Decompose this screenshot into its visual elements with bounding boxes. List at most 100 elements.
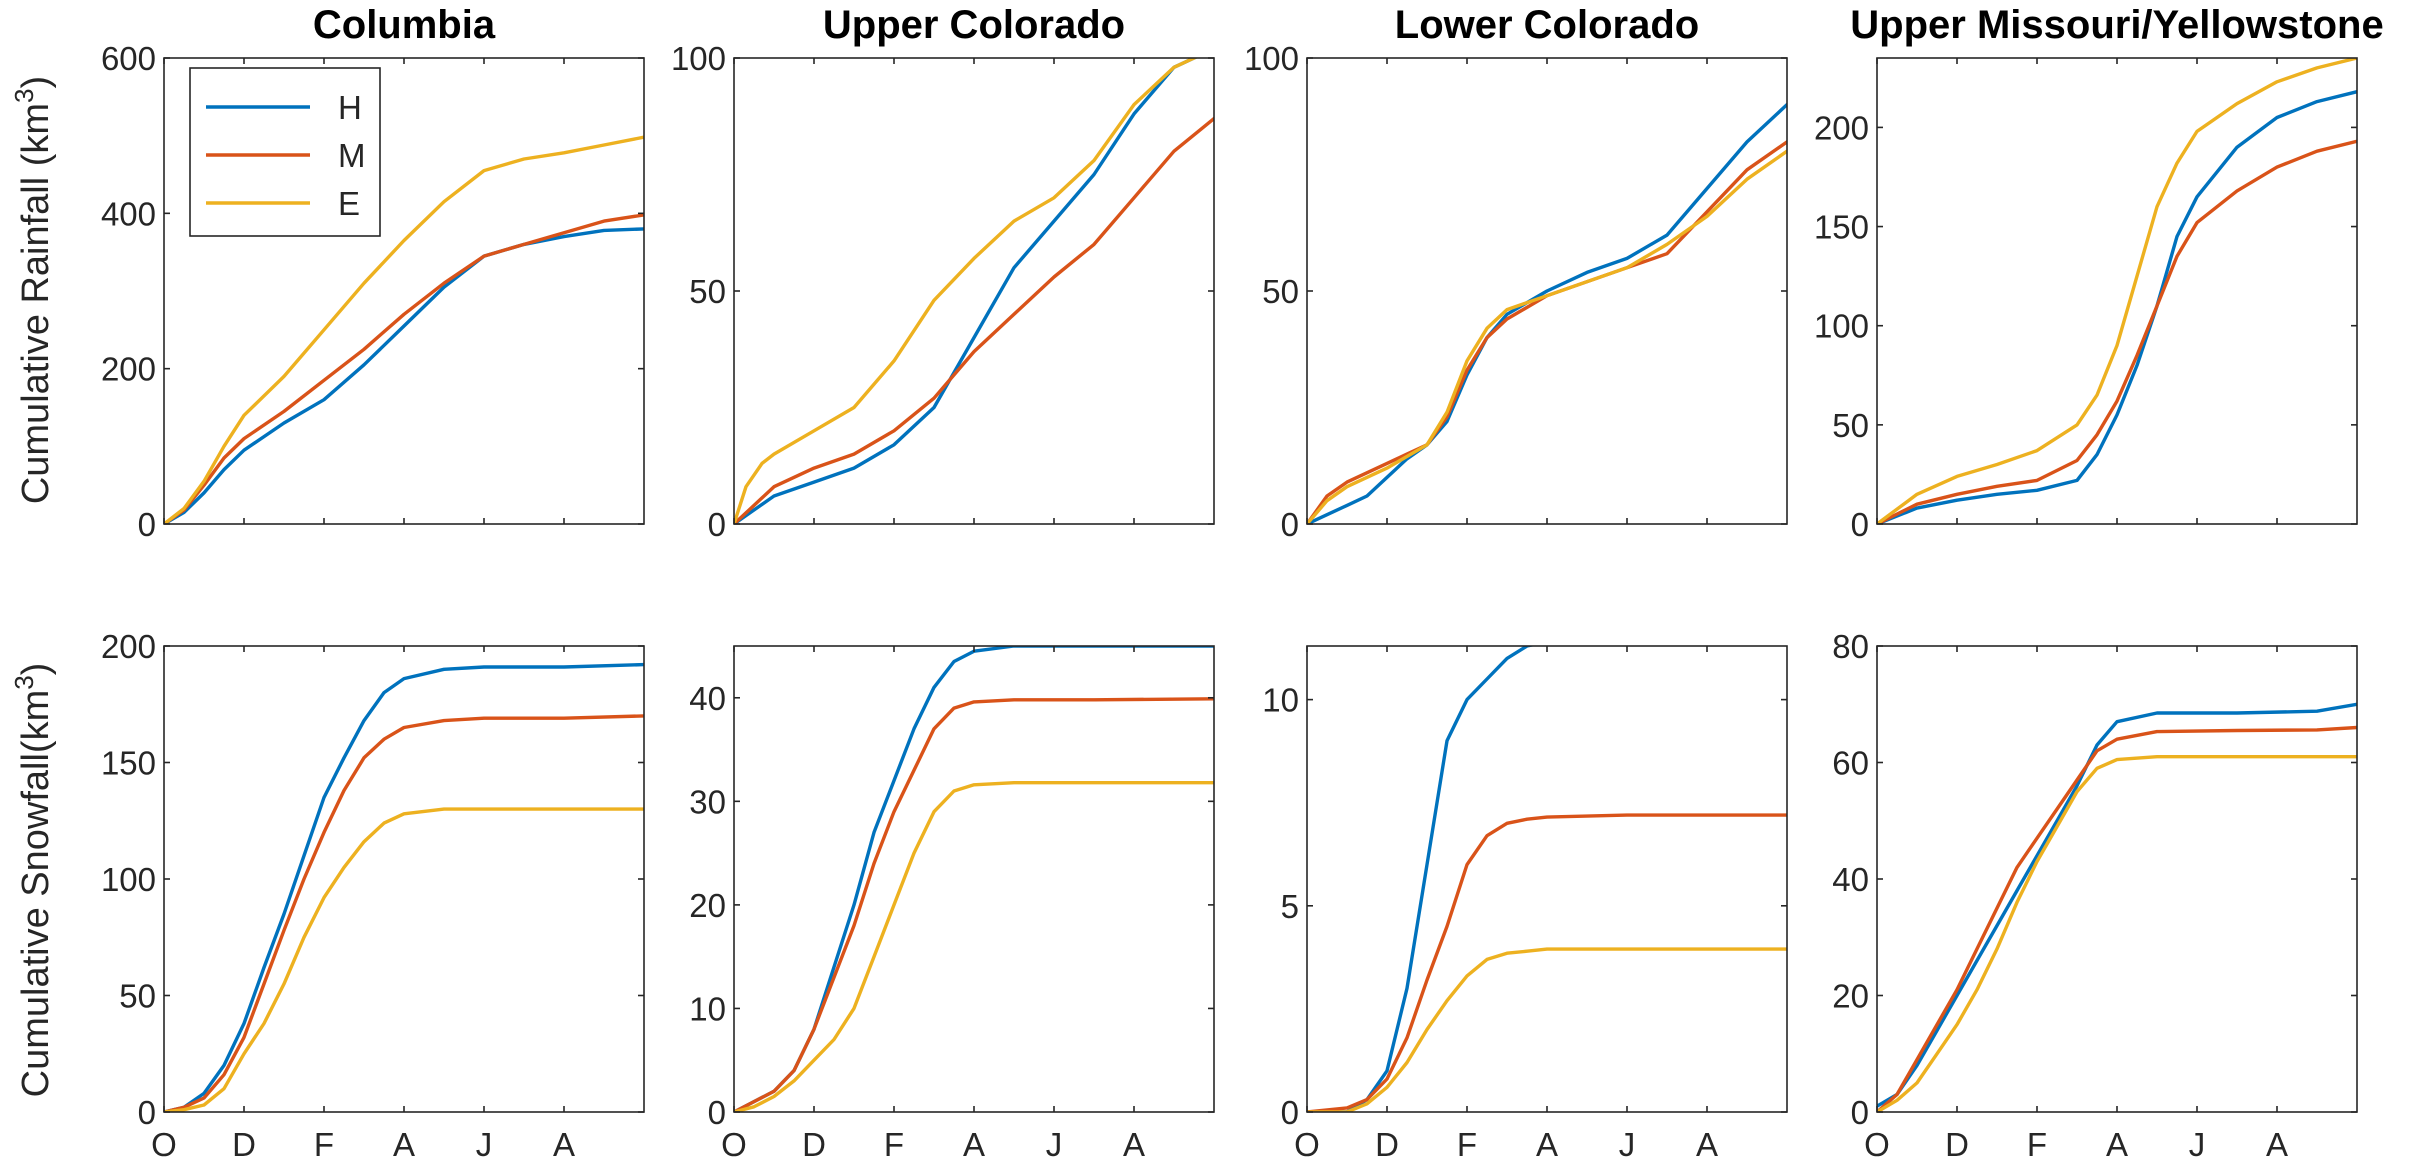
series-line-m: [1307, 813, 1787, 1112]
row-label-rainfall-close: ): [15, 76, 57, 89]
series-line-e: [734, 58, 1199, 524]
x-tick-label: A: [1123, 1126, 1145, 1163]
axes-box: [1876, 645, 2358, 1113]
row-label-snowfall-text: Cumulative Snowfall(km: [15, 690, 57, 1098]
x-tick-label: J: [1619, 1126, 1636, 1163]
y-tick-label: 200: [101, 351, 156, 388]
y-tick-label: 100: [1814, 308, 1869, 345]
x-tick-label: A: [2106, 1126, 2128, 1163]
x-tick-label: A: [1696, 1126, 1718, 1163]
panel-7: 0 20 40 60 80 O D F A J A: [1832, 628, 2358, 1163]
row-label-snowfall-sup: 3: [9, 675, 39, 689]
y-tick-label: 50: [1832, 407, 1869, 444]
row-label-rainfall: Cumulative Rainfall (km3): [9, 76, 57, 504]
x-tick-label: D: [802, 1126, 826, 1163]
y-tick-label: 20: [689, 887, 726, 924]
axes-box: [733, 57, 1215, 525]
y-tick-label: 0: [708, 506, 726, 543]
series-line-e: [1307, 947, 1787, 1112]
y-tick-label: 0: [1851, 506, 1869, 543]
y-tick-label: 150: [101, 745, 156, 782]
series-line-e: [164, 807, 644, 1112]
x-tick-label: A: [393, 1126, 415, 1163]
panel-title-upper-missouri-yellowstone: Upper Missouri/Yellowstone: [1850, 3, 2383, 47]
series-line-m: [1877, 725, 2357, 1112]
series-line-e: [1877, 58, 2357, 524]
panel-1: 0 50 100 Upper Colorado: [671, 3, 1215, 543]
y-tick-label: 200: [101, 628, 156, 665]
x-tick-label: D: [232, 1126, 256, 1163]
y-tick-label: 50: [1262, 273, 1299, 310]
x-tick-label: O: [1864, 1126, 1890, 1163]
series-line-h: [164, 227, 644, 524]
y-tick-label: 100: [1244, 40, 1299, 77]
series-line-m: [734, 116, 1214, 524]
series-line-m: [734, 697, 1214, 1112]
x-tick-label: F: [2027, 1126, 2047, 1163]
labels-layer: Cumulative Rainfall (km3) Cumulative Sno…: [9, 76, 57, 1098]
x-tick-label: F: [314, 1126, 334, 1163]
y-tick-label: 0: [708, 1094, 726, 1131]
panel-title-lower-colorado: Lower Colorado: [1395, 3, 1699, 47]
series-line-m: [1307, 140, 1787, 524]
series-line-h: [1877, 90, 2357, 524]
series-line-h: [734, 58, 1199, 524]
series-line-m: [164, 213, 644, 524]
series-line-e: [164, 135, 644, 524]
y-tick-label: 40: [1832, 861, 1869, 898]
axes-box: [1306, 645, 1788, 1113]
legend-box: [189, 67, 381, 237]
row-label-snowfall-close: ): [15, 663, 57, 676]
panel-title-columbia: Columbia: [313, 3, 496, 47]
series-line-h: [1307, 646, 1536, 1112]
y-tick-label: 100: [671, 40, 726, 77]
x-tick-label: D: [1375, 1126, 1399, 1163]
panel-title-upper-colorado: Upper Colorado: [823, 3, 1125, 47]
panel-4: 0 50 100 150 200 O D F A J A: [101, 628, 645, 1163]
y-tick-label: 0: [1281, 1094, 1299, 1131]
y-tick-label: 30: [689, 783, 726, 820]
x-tick-label: F: [1457, 1126, 1477, 1163]
row-label-rainfall-sup: 3: [9, 88, 39, 102]
y-tick-label: 0: [138, 1094, 156, 1131]
y-tick-label: 400: [101, 195, 156, 232]
panel-3: 0 50 100 150 200 Upper Missouri/Yellowstone: [1814, 3, 2384, 543]
series-line-m: [164, 714, 644, 1112]
series-line-e: [1877, 755, 2357, 1112]
y-tick-label: 40: [689, 680, 726, 717]
x-tick-label: O: [721, 1126, 747, 1163]
y-tick-label: 200: [1814, 109, 1869, 146]
x-tick-label: J: [1046, 1126, 1063, 1163]
y-tick-label: 50: [689, 273, 726, 310]
row-label-snowfall: Cumulative Snowfall(km3): [9, 663, 57, 1098]
series-line-h: [1877, 702, 2357, 1108]
x-tick-label: O: [151, 1126, 177, 1163]
legend-label-m: M: [338, 137, 366, 174]
x-tick-label: O: [1294, 1126, 1320, 1163]
x-tick-label: A: [1536, 1126, 1558, 1163]
y-tick-label: 80: [1832, 628, 1869, 665]
y-tick-label: 100: [101, 861, 156, 898]
x-tick-label: A: [2266, 1126, 2288, 1163]
series-line-e: [1307, 149, 1787, 524]
y-tick-label: 10: [689, 990, 726, 1027]
row-label-rainfall-text: Cumulative Rainfall (km: [15, 103, 57, 504]
y-tick-label: 10: [1262, 682, 1299, 719]
series-line-h: [1307, 102, 1787, 524]
x-tick-label: F: [884, 1126, 904, 1163]
panel-0: 0 200 400 600 Columbia: [101, 3, 645, 543]
x-tick-label: D: [1945, 1126, 1969, 1163]
panel-6: 0 5 10 O D F A J A: [1262, 645, 1788, 1163]
series-line-m: [1877, 139, 2357, 524]
x-tick-label: J: [2189, 1126, 2206, 1163]
y-tick-label: 0: [1851, 1094, 1869, 1131]
axes-box: [1876, 57, 2358, 525]
y-tick-label: 5: [1281, 888, 1299, 925]
x-tick-label: A: [553, 1126, 575, 1163]
y-tick-label: 0: [138, 506, 156, 543]
x-tick-label: J: [476, 1126, 493, 1163]
y-tick-label: 0: [1281, 506, 1299, 543]
y-tick-label: 150: [1814, 209, 1869, 246]
